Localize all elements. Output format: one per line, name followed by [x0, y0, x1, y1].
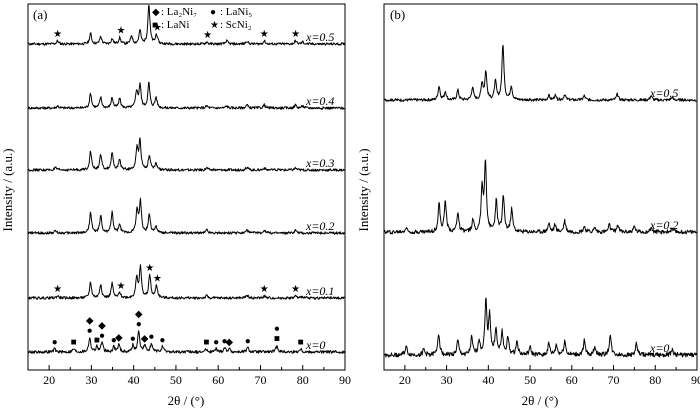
x-tick-label: 20 [399, 373, 411, 387]
panel-b: (b) x=0.5 x=0.2 x=0 20 30 40 50 60 70 80 90 2θ / … [356, 3, 700, 408]
panel-b-traces: x=0.5 x=0.2 x=0 [383, 44, 697, 358]
phase-marker-square: ■ [298, 337, 304, 348]
phase-marker-star: ★ [291, 284, 300, 295]
phase-marker-diamond: ◆ [141, 334, 149, 345]
legend-square-glyph: ■ [152, 20, 158, 31]
x-tick-label: 40 [482, 373, 494, 387]
legend-star-glyph: ★ [210, 20, 219, 31]
legend-lani5-label: : LaNi₅ [220, 6, 252, 18]
phase-marker-star: ★ [203, 30, 212, 41]
panel-a-label: (a) [33, 7, 47, 22]
legend-lani-label: : LaNi [161, 19, 189, 31]
panel-a-y-axis-title: Intensity / (a.u.) [0, 148, 15, 231]
phase-marker-circle: ● [245, 336, 251, 347]
phase-marker-diamond: ◆ [86, 315, 94, 326]
phase-marker-circle: ● [52, 337, 58, 348]
phase-marker-star: ★ [260, 29, 269, 40]
trace-label-x-0: x=0 [649, 341, 669, 355]
phase-marker-diamond: ◆ [115, 333, 123, 344]
phase-marker-square: ■ [203, 337, 209, 348]
x-tick-label: 90 [691, 373, 700, 387]
xrd-pattern-x-0_3 [28, 137, 345, 172]
phase-marker-diamond: ◆ [225, 337, 233, 348]
trace-label-x-0_3: x=0.3 [305, 156, 334, 170]
x-tick-label: 60 [566, 373, 578, 387]
phase-marker-star: ★ [117, 26, 126, 37]
phase-marker-star: ★ [144, 0, 153, 3]
panel-b-y-axis-title: Intensity / (a.u.) [356, 148, 371, 231]
x-tick-label: 50 [170, 373, 182, 387]
xrd-pattern-x-0 [27, 330, 345, 354]
panel-a-x-axis-title: 2θ / (°) [168, 393, 205, 408]
panel-a-x-ticks: 20 30 40 50 60 70 80 90 [27, 365, 351, 387]
panel-a-plot-frame [27, 3, 346, 371]
legend-circle-glyph: ● [210, 7, 216, 18]
panel-b-x-ticks: 20 30 40 50 60 70 80 90 [383, 365, 700, 387]
panel-b-label: (b) [390, 7, 405, 22]
phase-marker-star: ★ [117, 281, 126, 292]
x-tick-label: 20 [43, 373, 55, 387]
phase-marker-star: ★ [53, 284, 62, 295]
trace-label-x-0_1: x=0.1 [305, 284, 334, 298]
x-tick-label: 50 [524, 373, 536, 387]
xrd-pattern-x-0_4 [27, 81, 345, 110]
trace-label-x-0_4: x=0.4 [305, 94, 334, 108]
phase-marker-star: ★ [153, 23, 162, 34]
trace-label-x-0_2: x=0.2 [305, 219, 334, 233]
phase-marker-star: ★ [53, 29, 62, 40]
xrd-pattern-x-0_5 [28, 5, 345, 46]
xrd-pattern-x-0 [383, 297, 697, 358]
x-tick-label: 80 [649, 373, 661, 387]
phase-marker-star: ★ [153, 273, 162, 284]
x-tick-label: 80 [297, 373, 309, 387]
phase-marker-circle: ● [222, 336, 228, 347]
x-tick-label: 70 [254, 373, 266, 387]
phase-marker-circle: ● [213, 337, 219, 348]
x-tick-label: 70 [608, 373, 620, 387]
phase-marker-star: ★ [291, 29, 300, 40]
phase-marker-circle: ● [99, 331, 105, 342]
phase-marker-circle: ● [130, 334, 136, 345]
x-tick-label: 60 [212, 373, 224, 387]
phase-marker-square: ■ [94, 335, 100, 346]
x-tick-label: 40 [128, 373, 140, 387]
panel-a: (a) ◆ : La₂Ni₇ ● : LaNi₅ ■ : LaNi ★ : Sc… [0, 0, 351, 408]
phase-marker-circle: ● [136, 319, 142, 330]
panel-b-plot-frame [383, 3, 698, 371]
phase-marker-diamond: ◆ [98, 321, 106, 332]
phase-marker-square: ■ [274, 334, 280, 345]
panel-a-traces: x=0.5★★★★★★★x=0.4x=0.3x=0.2x=0.1★★★★★★x=… [27, 0, 345, 354]
phase-marker-star: ★ [260, 284, 269, 295]
xrd-pattern-x-0_2 [27, 197, 345, 235]
phase-marker-circle: ● [111, 335, 117, 346]
trace-label-x-0_5: x=0.5 [649, 86, 678, 100]
trace-label-x-0: x=0 [305, 338, 325, 352]
x-tick-label: 30 [441, 373, 453, 387]
legend-la2ni7-label: : La₂Ni₇ [161, 6, 197, 18]
xrd-pattern-x-0_1 [28, 264, 345, 300]
phase-marker-circle: ● [274, 324, 280, 335]
panel-a-legend: ◆ : La₂Ni₇ ● : LaNi₅ ■ : LaNi ★ : ScNi₂ [152, 6, 252, 31]
x-tick-label: 90 [339, 373, 351, 387]
phase-marker-square: ■ [71, 337, 77, 348]
xrd-pattern-x-0_5 [383, 44, 697, 102]
x-tick-label: 30 [85, 373, 97, 387]
phase-marker-circle: ● [148, 332, 154, 343]
phase-marker-diamond: ◆ [135, 309, 143, 320]
phase-marker-star: ★ [145, 263, 154, 274]
xrd-pattern-x-0_2 [383, 159, 697, 235]
trace-label-x-0_2: x=0.2 [649, 218, 678, 232]
panel-b-x-axis-title: 2θ / (°) [522, 393, 559, 408]
phase-marker-circle: ● [159, 335, 165, 346]
trace-label-x-0_5: x=0.5 [305, 30, 334, 44]
phase-marker-circle: ● [87, 325, 93, 336]
legend-diamond-glyph: ◆ [152, 7, 160, 18]
legend-scni2-label: : ScNi₂ [220, 19, 252, 31]
